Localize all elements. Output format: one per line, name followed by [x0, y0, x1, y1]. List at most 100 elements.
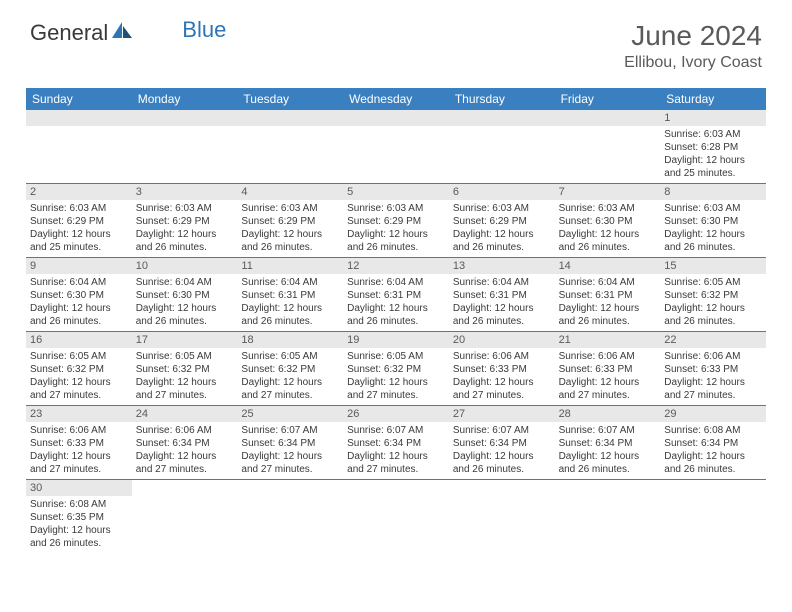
day-d1: Daylight: 12 hours [347, 302, 445, 315]
day-sunset: Sunset: 6:31 PM [241, 289, 339, 302]
day-d1: Daylight: 12 hours [347, 228, 445, 241]
day-cell: 17Sunrise: 6:05 AMSunset: 6:32 PMDayligh… [132, 332, 238, 405]
day-d2: and 26 minutes. [559, 315, 657, 328]
day-detail: Sunrise: 6:06 AMSunset: 6:33 PMDaylight:… [555, 348, 661, 405]
week-row: 2Sunrise: 6:03 AMSunset: 6:29 PMDaylight… [26, 184, 766, 258]
day-d1: Daylight: 12 hours [664, 450, 762, 463]
day-cell [555, 480, 661, 553]
day-detail: Sunrise: 6:04 AMSunset: 6:30 PMDaylight:… [26, 274, 132, 331]
day-number: 23 [26, 406, 132, 422]
day-sunrise: Sunrise: 6:04 AM [241, 276, 339, 289]
day-number [237, 480, 343, 496]
day-number: 25 [237, 406, 343, 422]
day-cell: 10Sunrise: 6:04 AMSunset: 6:30 PMDayligh… [132, 258, 238, 331]
day-number [555, 110, 661, 126]
day-sunset: Sunset: 6:29 PM [453, 215, 551, 228]
day-cell: 20Sunrise: 6:06 AMSunset: 6:33 PMDayligh… [449, 332, 555, 405]
day-d1: Daylight: 12 hours [453, 302, 551, 315]
day-sunset: Sunset: 6:31 PM [347, 289, 445, 302]
day-sunrise: Sunrise: 6:04 AM [30, 276, 128, 289]
day-cell: 27Sunrise: 6:07 AMSunset: 6:34 PMDayligh… [449, 406, 555, 479]
day-sunset: Sunset: 6:33 PM [664, 363, 762, 376]
day-sunrise: Sunrise: 6:03 AM [30, 202, 128, 215]
day-cell: 14Sunrise: 6:04 AMSunset: 6:31 PMDayligh… [555, 258, 661, 331]
day-sunrise: Sunrise: 6:08 AM [30, 498, 128, 511]
weeks-container: 1Sunrise: 6:03 AMSunset: 6:28 PMDaylight… [26, 110, 766, 553]
day-sunset: Sunset: 6:30 PM [30, 289, 128, 302]
day-d1: Daylight: 12 hours [30, 524, 128, 537]
day-sunrise: Sunrise: 6:04 AM [453, 276, 551, 289]
day-detail: Sunrise: 6:07 AMSunset: 6:34 PMDaylight:… [449, 422, 555, 479]
day-number: 21 [555, 332, 661, 348]
day-detail: Sunrise: 6:04 AMSunset: 6:31 PMDaylight:… [449, 274, 555, 331]
day-sunset: Sunset: 6:31 PM [559, 289, 657, 302]
day-number: 18 [237, 332, 343, 348]
sail-icon [110, 20, 134, 46]
day-d2: and 26 minutes. [241, 315, 339, 328]
day-d1: Daylight: 12 hours [453, 450, 551, 463]
day-cell [132, 480, 238, 553]
day-number [555, 480, 661, 496]
day-d2: and 26 minutes. [453, 315, 551, 328]
day-d2: and 26 minutes. [559, 463, 657, 476]
day-cell: 18Sunrise: 6:05 AMSunset: 6:32 PMDayligh… [237, 332, 343, 405]
day-sunrise: Sunrise: 6:03 AM [136, 202, 234, 215]
day-d2: and 26 minutes. [664, 241, 762, 254]
day-cell: 9Sunrise: 6:04 AMSunset: 6:30 PMDaylight… [26, 258, 132, 331]
day-cell: 12Sunrise: 6:04 AMSunset: 6:31 PMDayligh… [343, 258, 449, 331]
day-number [237, 110, 343, 126]
day-d2: and 26 minutes. [136, 241, 234, 254]
calendar: SundayMondayTuesdayWednesdayThursdayFrid… [26, 88, 766, 553]
day-sunset: Sunset: 6:34 PM [664, 437, 762, 450]
day-d1: Daylight: 12 hours [241, 302, 339, 315]
day-sunrise: Sunrise: 6:04 AM [136, 276, 234, 289]
day-d2: and 26 minutes. [453, 463, 551, 476]
day-cell [26, 110, 132, 183]
week-row: 16Sunrise: 6:05 AMSunset: 6:32 PMDayligh… [26, 332, 766, 406]
day-d2: and 26 minutes. [664, 315, 762, 328]
weekday-header: Tuesday [237, 88, 343, 110]
day-sunset: Sunset: 6:30 PM [136, 289, 234, 302]
day-sunrise: Sunrise: 6:06 AM [559, 350, 657, 363]
day-detail: Sunrise: 6:05 AMSunset: 6:32 PMDaylight:… [660, 274, 766, 331]
day-cell: 7Sunrise: 6:03 AMSunset: 6:30 PMDaylight… [555, 184, 661, 257]
day-d1: Daylight: 12 hours [664, 376, 762, 389]
day-number [343, 110, 449, 126]
day-sunset: Sunset: 6:32 PM [347, 363, 445, 376]
day-cell: 28Sunrise: 6:07 AMSunset: 6:34 PMDayligh… [555, 406, 661, 479]
day-number: 11 [237, 258, 343, 274]
day-d2: and 27 minutes. [241, 463, 339, 476]
day-sunset: Sunset: 6:29 PM [30, 215, 128, 228]
weekday-header: Wednesday [343, 88, 449, 110]
day-cell: 23Sunrise: 6:06 AMSunset: 6:33 PMDayligh… [26, 406, 132, 479]
day-d2: and 27 minutes. [30, 389, 128, 402]
day-cell: 8Sunrise: 6:03 AMSunset: 6:30 PMDaylight… [660, 184, 766, 257]
day-number: 10 [132, 258, 238, 274]
day-number [343, 480, 449, 496]
day-detail: Sunrise: 6:05 AMSunset: 6:32 PMDaylight:… [237, 348, 343, 405]
day-cell [237, 110, 343, 183]
day-detail: Sunrise: 6:08 AMSunset: 6:35 PMDaylight:… [26, 496, 132, 553]
day-d2: and 27 minutes. [241, 389, 339, 402]
day-number: 6 [449, 184, 555, 200]
day-d2: and 27 minutes. [559, 389, 657, 402]
week-row: 23Sunrise: 6:06 AMSunset: 6:33 PMDayligh… [26, 406, 766, 480]
day-detail: Sunrise: 6:03 AMSunset: 6:29 PMDaylight:… [237, 200, 343, 257]
day-sunset: Sunset: 6:34 PM [136, 437, 234, 450]
day-cell: 11 Sunrise: 6:04 AMSunset: 6:31 PMDayligh… [237, 258, 343, 331]
day-sunset: Sunset: 6:33 PM [559, 363, 657, 376]
day-cell: 16Sunrise: 6:05 AMSunset: 6:32 PMDayligh… [26, 332, 132, 405]
day-detail: Sunrise: 6:06 AMSunset: 6:33 PMDaylight:… [26, 422, 132, 479]
day-detail: Sunrise: 6:05 AMSunset: 6:32 PMDaylight:… [343, 348, 449, 405]
day-sunset: Sunset: 6:35 PM [30, 511, 128, 524]
day-sunrise: Sunrise: 6:04 AM [559, 276, 657, 289]
day-d1: Daylight: 12 hours [30, 228, 128, 241]
day-d1: Daylight: 12 hours [30, 302, 128, 315]
day-number: 30 [26, 480, 132, 496]
day-d1: Daylight: 12 hours [136, 228, 234, 241]
day-d2: and 27 minutes. [664, 389, 762, 402]
day-sunset: Sunset: 6:33 PM [30, 437, 128, 450]
day-d1: Daylight: 12 hours [241, 376, 339, 389]
day-sunset: Sunset: 6:34 PM [241, 437, 339, 450]
week-row: 9Sunrise: 6:04 AMSunset: 6:30 PMDaylight… [26, 258, 766, 332]
